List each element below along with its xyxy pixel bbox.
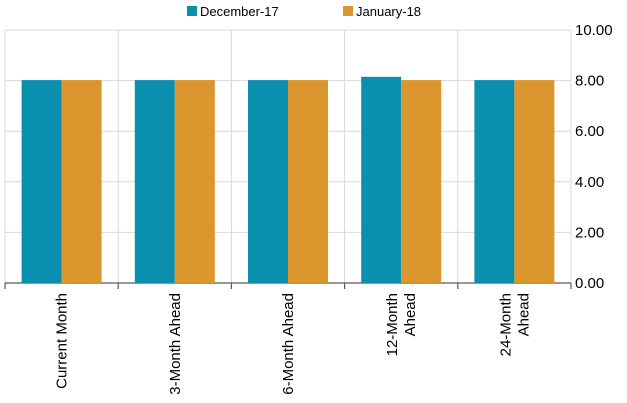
legend-swatch [187,6,197,16]
bar-december-17 [248,80,288,284]
y-tick-label: 8.00 [575,73,604,90]
x-category-label: 12-Month [384,293,401,356]
y-tick-label: 0.00 [575,275,604,292]
plot-frame [4,282,572,289]
x-category-label: 3-Month Ahead [167,293,184,395]
x-category-label: Ahead [402,293,419,336]
y-axis-ticks: 0.00 2.00 4.00 6.00 8.00 10.00 [575,22,613,292]
legend-label: December-17 [200,4,279,19]
x-category-label: 6-Month Ahead [280,293,297,395]
bar-december-17 [21,80,62,284]
bar-december-17 [361,76,402,284]
x-category-label: 24-Month [497,293,514,356]
legend: December-17 January-18 [187,4,421,19]
bar-december-17 [134,80,175,284]
x-category-label: Current Month [54,293,71,389]
y-tick-label: 10.00 [575,22,613,39]
y-tick-label: 2.00 [575,224,604,241]
legend-swatch [343,6,353,16]
x-axis-labels: Current Month 3-Month Ahead 6-Month Ahead 1… [54,293,533,395]
bar-january-18 [401,80,442,284]
y-tick-label: 6.00 [575,123,604,140]
legend-label: January-18 [356,4,421,19]
bar-january-18 [61,80,102,284]
bar-january-18 [174,80,215,284]
bar-december-17 [474,80,515,284]
bar-january-18 [288,80,328,284]
bar-january-18 [514,80,555,284]
x-category-label: Ahead [515,293,532,336]
bars [21,76,555,284]
y-tick-label: 4.00 [575,174,604,191]
